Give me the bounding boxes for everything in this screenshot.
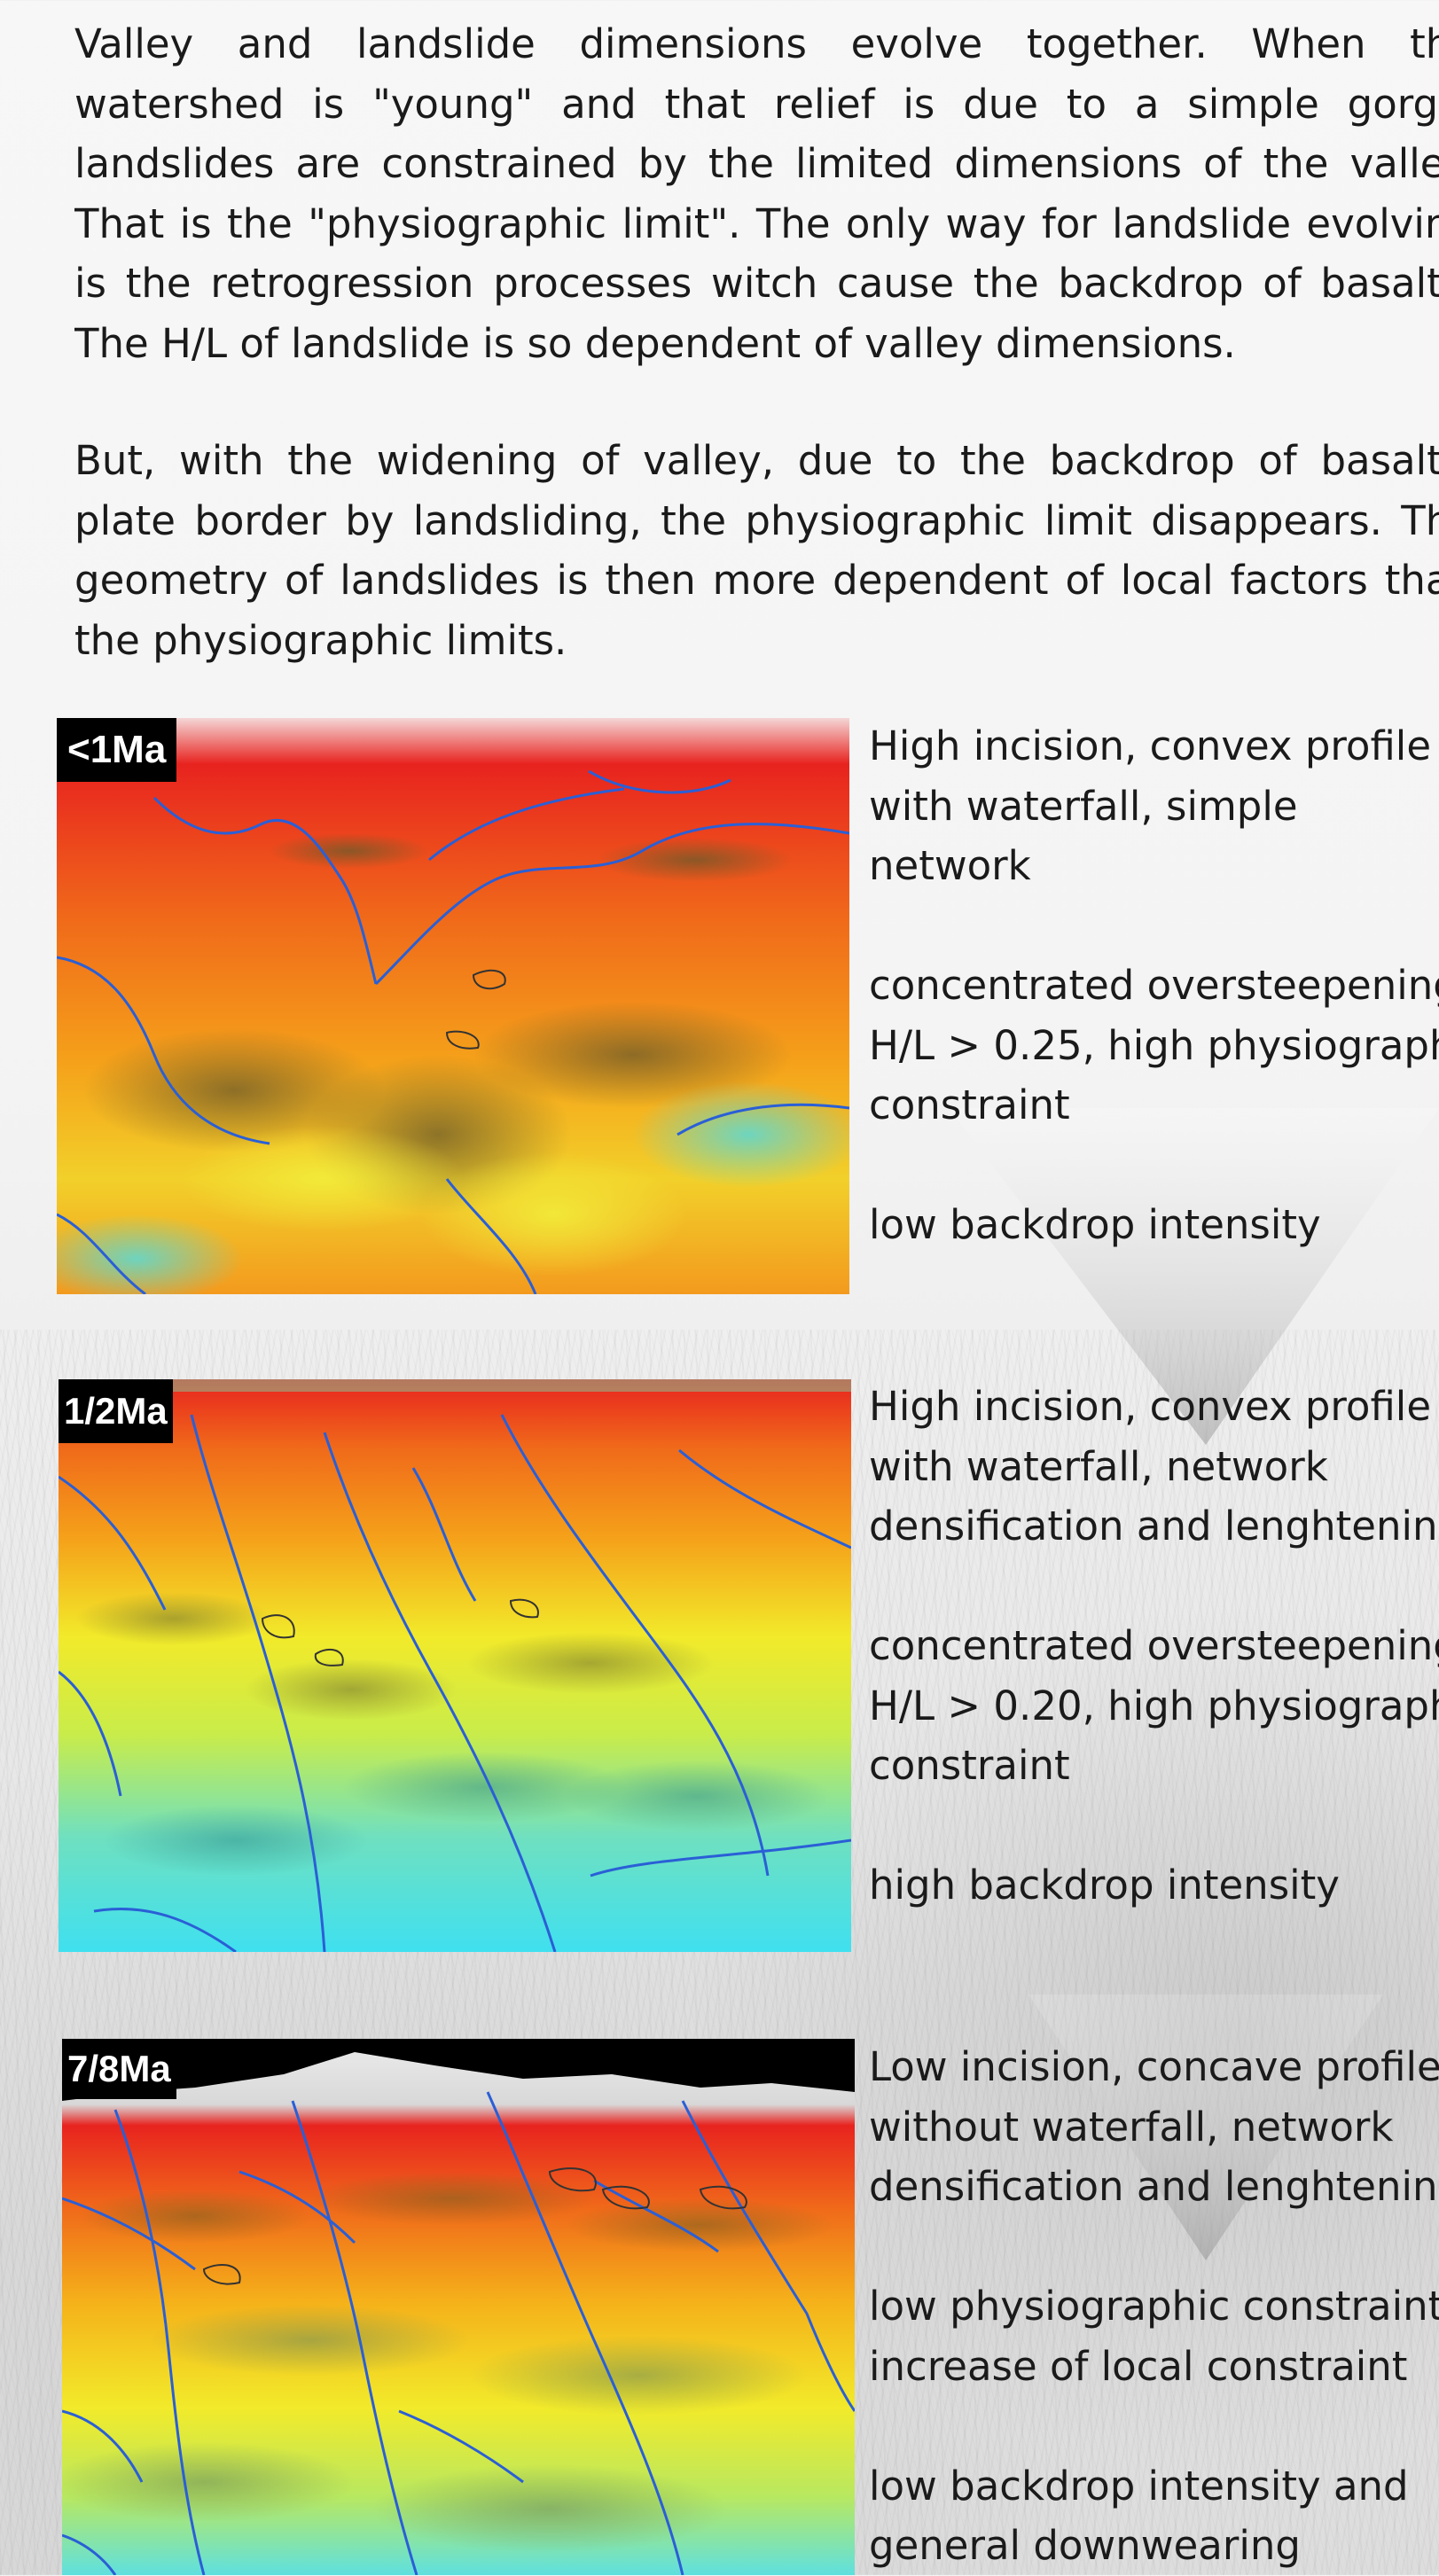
intro-p1-line-5: is the retrogression processes witch cau… bbox=[74, 254, 1439, 314]
desc-s1-b1-l1: High incision, convex profile bbox=[869, 716, 1439, 777]
desc-s2-b1-l3: densification and lenghtening bbox=[869, 1496, 1439, 1557]
intro-paragraph-1: Valley and landslide dimensions evolve t… bbox=[74, 14, 1439, 373]
desc-s3-b2-l1: low physiographic constraint bbox=[869, 2276, 1439, 2337]
age-badge-stage-3: 7/8Ma bbox=[62, 2039, 176, 2099]
description-stage-2-block-3: high backdrop intensity bbox=[869, 1855, 1439, 1916]
description-stage-2: High incision, convex profile with water… bbox=[869, 1377, 1439, 1916]
desc-s1-b1-l3: network bbox=[869, 836, 1439, 896]
age-badge-stage-2: 1/2Ma bbox=[59, 1379, 173, 1443]
desc-s2-b2-l1: concentrated oversteepening bbox=[869, 1616, 1439, 1676]
description-stage-3-block-1: Low incision, concave profile without wa… bbox=[869, 2037, 1439, 2217]
intro-p1-line-2: watershed is "young" and that relief is … bbox=[74, 74, 1439, 135]
description-stage-1-block-1: High incision, convex profile with water… bbox=[869, 716, 1439, 896]
terrain-render-stage-2 bbox=[59, 1379, 851, 1952]
desc-s2-b2-l2: H/L > 0.20, high physiographic bbox=[869, 1676, 1439, 1737]
desc-s2-b3-l1: high backdrop intensity bbox=[869, 1855, 1439, 1916]
desc-s1-b2-l2: H/L > 0.25, high physiographic bbox=[869, 1016, 1439, 1076]
description-stage-2-block-1: High incision, convex profile with water… bbox=[869, 1377, 1439, 1557]
desc-s2-b1-l1: High incision, convex profile bbox=[869, 1377, 1439, 1437]
desc-s3-b2-l2: increase of local constraint bbox=[869, 2337, 1439, 2397]
terrain-image-stage-1: <1Ma bbox=[57, 718, 849, 1294]
age-badge-stage-1: <1Ma bbox=[57, 718, 176, 782]
desc-s1-b2-l3: constraint bbox=[869, 1075, 1439, 1136]
intro-p1-line-4: That is the "physiographic limit". The o… bbox=[74, 194, 1439, 254]
desc-s1-b2-l1: concentrated oversteepening bbox=[869, 956, 1439, 1016]
intro-p2-line-4: the physiographic limits. bbox=[74, 611, 1439, 671]
description-stage-1-block-3: low backdrop intensity bbox=[869, 1195, 1439, 1255]
terrain-image-stage-2: 1/2Ma bbox=[59, 1379, 851, 1952]
description-stage-1-block-2: concentrated oversteepening H/L > 0.25, … bbox=[869, 956, 1439, 1136]
desc-s1-b1-l2: with waterfall, simple bbox=[869, 777, 1439, 837]
description-stage-3: Low incision, concave profile without wa… bbox=[869, 2037, 1439, 2576]
intro-p1-line-1: Valley and landslide dimensions evolve t… bbox=[74, 14, 1439, 74]
desc-s1-b3-l1: low backdrop intensity bbox=[869, 1195, 1439, 1255]
desc-s3-b1-l2: without waterfall, network bbox=[869, 2097, 1439, 2158]
intro-p2-line-1: But, with the widening of valley, due to… bbox=[74, 431, 1439, 491]
intro-p2-line-2: plate border by landsliding, the physiog… bbox=[74, 491, 1439, 551]
desc-s3-b3-l1: low backdrop intensity and bbox=[869, 2456, 1439, 2517]
description-stage-2-block-2: concentrated oversteepening H/L > 0.20, … bbox=[869, 1616, 1439, 1796]
intro-p2-line-3: geometry of landslides is then more depe… bbox=[74, 550, 1439, 611]
intro-p1-line-3: landslides are constrained by the limite… bbox=[74, 134, 1439, 194]
intro-p1-line-6: The H/L of landslide is so dependent of … bbox=[74, 314, 1439, 374]
description-stage-3-block-2: low physiographic constraint increase of… bbox=[869, 2276, 1439, 2396]
description-stage-3-block-3: low backdrop intensity and general downw… bbox=[869, 2456, 1439, 2576]
desc-s3-b3-l2: general downwearing bbox=[869, 2516, 1439, 2576]
terrain-image-stage-3: 7/8Ma bbox=[62, 2039, 855, 2575]
terrain-render-stage-3 bbox=[62, 2039, 855, 2575]
desc-s3-b1-l1: Low incision, concave profile bbox=[869, 2037, 1439, 2097]
description-stage-1: High incision, convex profile with water… bbox=[869, 716, 1439, 1255]
desc-s2-b1-l2: with waterfall, network bbox=[869, 1437, 1439, 1497]
intro-paragraph-2: But, with the widening of valley, due to… bbox=[74, 431, 1439, 670]
desc-s2-b2-l3: constraint bbox=[869, 1736, 1439, 1796]
terrain-render-stage-1 bbox=[57, 718, 849, 1294]
desc-s3-b1-l3: densification and lenghtening bbox=[869, 2157, 1439, 2217]
